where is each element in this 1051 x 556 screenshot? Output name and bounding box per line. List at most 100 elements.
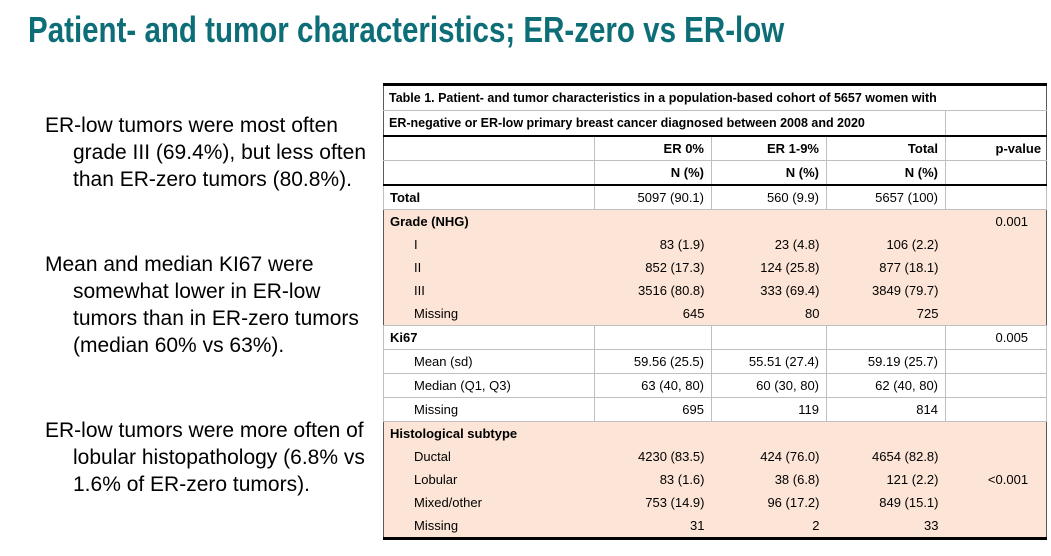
pvalue-cell bbox=[945, 514, 1047, 539]
row-label: Mean (sd) bbox=[383, 349, 595, 374]
er0-cell: 3516 (80.8) bbox=[594, 279, 712, 302]
er19-cell: 80 bbox=[711, 302, 827, 326]
row-label: Total bbox=[383, 184, 595, 210]
col-header-pvalue: p-value bbox=[945, 136, 1047, 161]
row-label: III bbox=[383, 279, 595, 302]
row-label: Mixed/other bbox=[383, 491, 595, 514]
subheader-empty bbox=[383, 160, 595, 186]
col-header-er0: ER 0% bbox=[594, 136, 712, 161]
table-row: Ductal 4230 (83.5) 424 (76.0) 4654 (82.8) bbox=[383, 445, 1047, 468]
total-cell: 62 (40, 80) bbox=[826, 373, 946, 398]
table-caption-line1: Table 1. Patient- and tumor characterist… bbox=[383, 84, 1047, 111]
er0-cell: 83 (1.6) bbox=[594, 468, 712, 491]
row-label: Ki67 bbox=[383, 325, 595, 350]
er0-cell bbox=[594, 421, 712, 445]
table-row: Median (Q1, Q3) 63 (40, 80) 60 (30, 80) 62 … bbox=[383, 373, 1048, 398]
slide-title: Patient- and tumor characteristics; ER-z… bbox=[28, 9, 785, 50]
table-row: Histological subtype bbox=[383, 421, 1047, 445]
total-cell: 106 (2.2) bbox=[826, 233, 946, 256]
total-cell bbox=[826, 209, 946, 233]
er19-cell: 55.51 (27.4) bbox=[711, 349, 827, 374]
table-body: Total 5097 (90.1) 560 (9.9) 5657 (100) Grade… bbox=[383, 184, 1048, 539]
pvalue-cell bbox=[945, 256, 1047, 279]
total-cell: 725 bbox=[826, 302, 946, 326]
table-row: Missing 31 2 33 bbox=[383, 514, 1047, 539]
key-findings-panel: ER-low tumors were most often grade III … bbox=[45, 112, 366, 556]
er19-cell bbox=[711, 325, 827, 350]
er0-cell: 63 (40, 80) bbox=[594, 373, 712, 398]
row-label: Histological subtype bbox=[383, 421, 595, 445]
characteristics-table: Table 1. Patient- and tumor characterist… bbox=[383, 83, 1048, 540]
pvalue-cell bbox=[945, 421, 1047, 445]
table-caption-row-2: ER-negative or ER-low primary breast can… bbox=[383, 110, 1047, 137]
table-row: Grade (NHG) 0.001 bbox=[383, 209, 1047, 233]
row-label: Ductal bbox=[383, 445, 595, 468]
er0-cell bbox=[594, 325, 712, 350]
table-row: Lobular 83 (1.6) 38 (6.8) 121 (2.2) <0.001 bbox=[383, 468, 1047, 491]
total-cell: 33 bbox=[826, 514, 946, 539]
note-grade: ER-low tumors were most often grade III … bbox=[45, 114, 366, 191]
pvalue-cell bbox=[945, 279, 1047, 302]
table-row: II 852 (17.3) 124 (25.8) 877 (18.1) bbox=[383, 256, 1047, 279]
pvalue-cell bbox=[945, 302, 1047, 326]
pvalue-cell: 0.001 bbox=[945, 209, 1047, 233]
row-label: Grade (NHG) bbox=[383, 209, 595, 233]
er19-cell: 60 (30, 80) bbox=[711, 373, 827, 398]
col-header-er19: ER 1-9% bbox=[711, 136, 827, 161]
er19-cell: 23 (4.8) bbox=[711, 233, 827, 256]
subheader-row: N (%) N (%) N (%) bbox=[383, 160, 1047, 186]
note-histology: ER-low tumors were more often of lobular… bbox=[45, 419, 365, 496]
er19-cell: 96 (17.2) bbox=[711, 491, 827, 514]
table1-container: Table 1. Patient- and tumor characterist… bbox=[383, 83, 1048, 540]
pvalue-cell bbox=[944, 349, 1048, 374]
er19-cell: 560 (9.9) bbox=[711, 184, 827, 210]
pvalue-cell bbox=[945, 233, 1047, 256]
table-row: Missing 695 119 814 bbox=[383, 397, 1048, 422]
er19-cell: 333 (69.4) bbox=[711, 279, 827, 302]
subheader-n-pct-er19: N (%) bbox=[711, 160, 827, 186]
er0-cell: 753 (14.9) bbox=[594, 491, 712, 514]
subheader-n-pct-er0: N (%) bbox=[594, 160, 712, 186]
table-row: Total 5097 (90.1) 560 (9.9) 5657 (100) bbox=[383, 184, 1048, 210]
er0-cell: 645 bbox=[594, 302, 712, 326]
pvalue-cell: 0.005 bbox=[944, 325, 1048, 350]
row-label: I bbox=[383, 233, 595, 256]
pvalue-cell bbox=[944, 184, 1048, 210]
er19-cell bbox=[711, 421, 827, 445]
er0-cell: 4230 (83.5) bbox=[594, 445, 712, 468]
table-caption-line2: ER-negative or ER-low primary breast can… bbox=[383, 110, 946, 137]
total-cell: 849 (15.1) bbox=[826, 491, 946, 514]
er0-cell: 5097 (90.1) bbox=[594, 184, 712, 210]
table-caption-row-1: Table 1. Patient- and tumor characterist… bbox=[383, 84, 1047, 111]
total-cell bbox=[826, 325, 946, 350]
pvalue-cell bbox=[944, 397, 1048, 422]
col-header-empty bbox=[383, 136, 595, 161]
er19-cell: 124 (25.8) bbox=[711, 256, 827, 279]
er19-cell: 424 (76.0) bbox=[711, 445, 827, 468]
table-row: Missing 645 80 725 bbox=[383, 302, 1047, 326]
er0-cell: 31 bbox=[594, 514, 712, 539]
pvalue-cell bbox=[945, 491, 1047, 514]
row-label: Lobular bbox=[383, 468, 595, 491]
pvalue-cell bbox=[945, 445, 1047, 468]
er19-cell: 2 bbox=[711, 514, 827, 539]
total-cell: 5657 (100) bbox=[826, 184, 946, 210]
er0-cell bbox=[594, 209, 712, 233]
caption-pvalue-spacer bbox=[944, 110, 1047, 137]
total-cell: 3849 (79.7) bbox=[826, 279, 946, 302]
pvalue-cell: <0.001 bbox=[945, 468, 1047, 491]
table-row: Mean (sd) 59.56 (25.5) 55.51 (27.4) 59.19 (… bbox=[383, 349, 1048, 374]
total-cell: 877 (18.1) bbox=[826, 256, 946, 279]
table-row: Mixed/other 753 (14.9) 96 (17.2) 849 (15.1) bbox=[383, 491, 1047, 514]
row-label: Missing bbox=[383, 397, 595, 422]
row-label: II bbox=[383, 256, 595, 279]
note-ki67: Mean and median KI67 were somewhat lower… bbox=[45, 253, 359, 357]
subheader-n-pct-total: N (%) bbox=[826, 160, 946, 186]
total-cell: 4654 (82.8) bbox=[826, 445, 946, 468]
er19-cell: 38 (6.8) bbox=[711, 468, 827, 491]
column-header-row: ER 0% ER 1-9% Total p-value bbox=[383, 136, 1047, 161]
er19-cell: 119 bbox=[711, 397, 827, 422]
total-cell: 121 (2.2) bbox=[826, 468, 946, 491]
row-label: Median (Q1, Q3) bbox=[383, 373, 595, 398]
